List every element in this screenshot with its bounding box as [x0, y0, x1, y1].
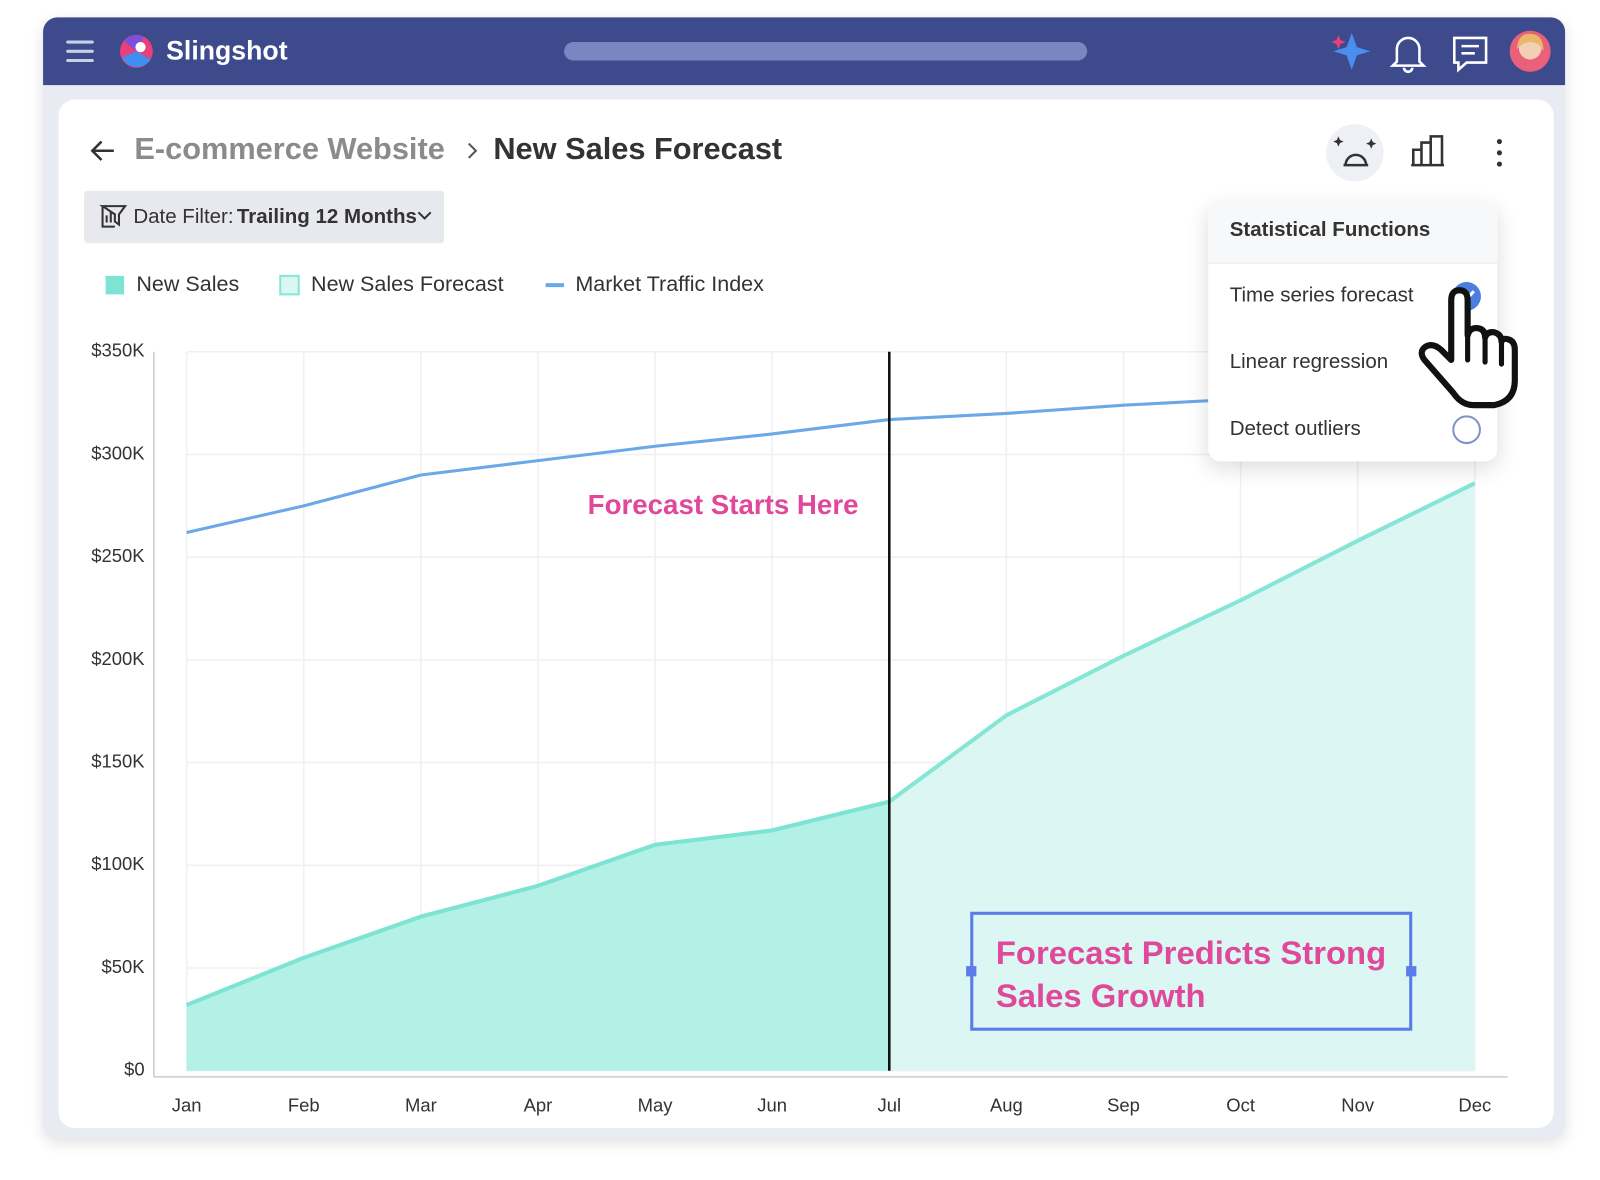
menu-item-label: Detect outliers	[1229, 417, 1361, 440]
checkbox[interactable]	[1450, 413, 1483, 446]
x-tick-label: May	[638, 1094, 674, 1115]
bell-icon[interactable]	[1389, 36, 1427, 74]
x-tick-label: Aug	[990, 1094, 1023, 1115]
x-tick-label: Oct	[1226, 1094, 1255, 1115]
chart-type-button[interactable]	[1411, 135, 1445, 167]
logo	[119, 34, 153, 68]
filter-icon	[99, 205, 128, 228]
forecast-start-label: Forecast Starts Here	[588, 489, 859, 520]
legend-swatch	[105, 275, 125, 295]
legend-label: New Sales	[136, 272, 239, 296]
y-tick-label: $300K	[91, 442, 145, 463]
app-name: Slingshot	[166, 35, 288, 65]
x-tick-label: Mar	[405, 1094, 437, 1115]
menu-item-label: Linear regression	[1229, 350, 1389, 374]
breadcrumb-separator	[467, 142, 478, 159]
menu-title: Statistical Functions	[1229, 218, 1431, 242]
y-tick-label: $200K	[91, 648, 145, 669]
annotation-box[interactable]: Forecast Predicts Strong Sales Growth	[966, 911, 1417, 1031]
area-fill	[186, 801, 890, 1071]
search-bar[interactable]	[564, 42, 1088, 61]
x-tick-label: Feb	[288, 1094, 320, 1115]
date-filter[interactable]	[84, 190, 445, 244]
legend-swatch	[279, 274, 300, 296]
menu-header	[1208, 203, 1498, 264]
menu-item-label: Time series forecast	[1229, 284, 1414, 307]
y-tick-label: $350K	[91, 340, 145, 361]
hand-cursor	[1418, 287, 1518, 409]
resize-handle[interactable]	[1406, 966, 1417, 977]
chat-icon[interactable]	[1453, 36, 1488, 73]
annotation-text: Forecast Predicts Strong Sales Growth	[995, 934, 1387, 1015]
date-filter-label: Date Filter:	[133, 205, 233, 228]
y-tick-label: $50K	[102, 956, 146, 977]
resize-handle[interactable]	[966, 966, 977, 977]
ai-icon[interactable]	[1333, 32, 1371, 70]
x-tick-label: Nov	[1341, 1094, 1375, 1115]
y-tick-label: $150K	[91, 750, 145, 771]
area-fill	[889, 483, 1475, 1071]
x-tick-label: Jan	[172, 1094, 202, 1115]
stats-button[interactable]	[1326, 124, 1384, 182]
y-tick-label: $0	[124, 1059, 145, 1080]
menu-button[interactable]	[66, 40, 94, 63]
legend-label: Market Traffic Index	[575, 272, 764, 296]
x-tick-label: Apr	[524, 1094, 553, 1115]
ai-spark	[1331, 34, 1346, 50]
menu-item[interactable]: Detect outliers	[1208, 397, 1497, 462]
y-tick-label: $100K	[91, 853, 145, 874]
breadcrumb-current: New Sales Forecast	[493, 131, 782, 166]
x-tick-label: Sep	[1107, 1094, 1140, 1115]
legend-label: New Sales Forecast	[311, 272, 504, 296]
series-line	[185, 799, 890, 1007]
avatar-hair	[1516, 33, 1544, 52]
stats-icon	[1343, 153, 1369, 167]
x-tick-label: Jun	[757, 1094, 787, 1115]
dropdown-chevron	[417, 211, 432, 220]
x-tick-label: Jul	[877, 1094, 901, 1115]
date-filter-value: Trailing 12 Months	[237, 205, 417, 228]
x-tick-label: Dec	[1458, 1094, 1491, 1115]
series-line	[888, 481, 1476, 804]
y-tick-label: $250K	[91, 545, 145, 566]
more-button[interactable]	[1496, 138, 1502, 167]
back-button[interactable]	[90, 140, 114, 161]
breadcrumb-parent[interactable]: E-commerce Website	[134, 131, 444, 166]
